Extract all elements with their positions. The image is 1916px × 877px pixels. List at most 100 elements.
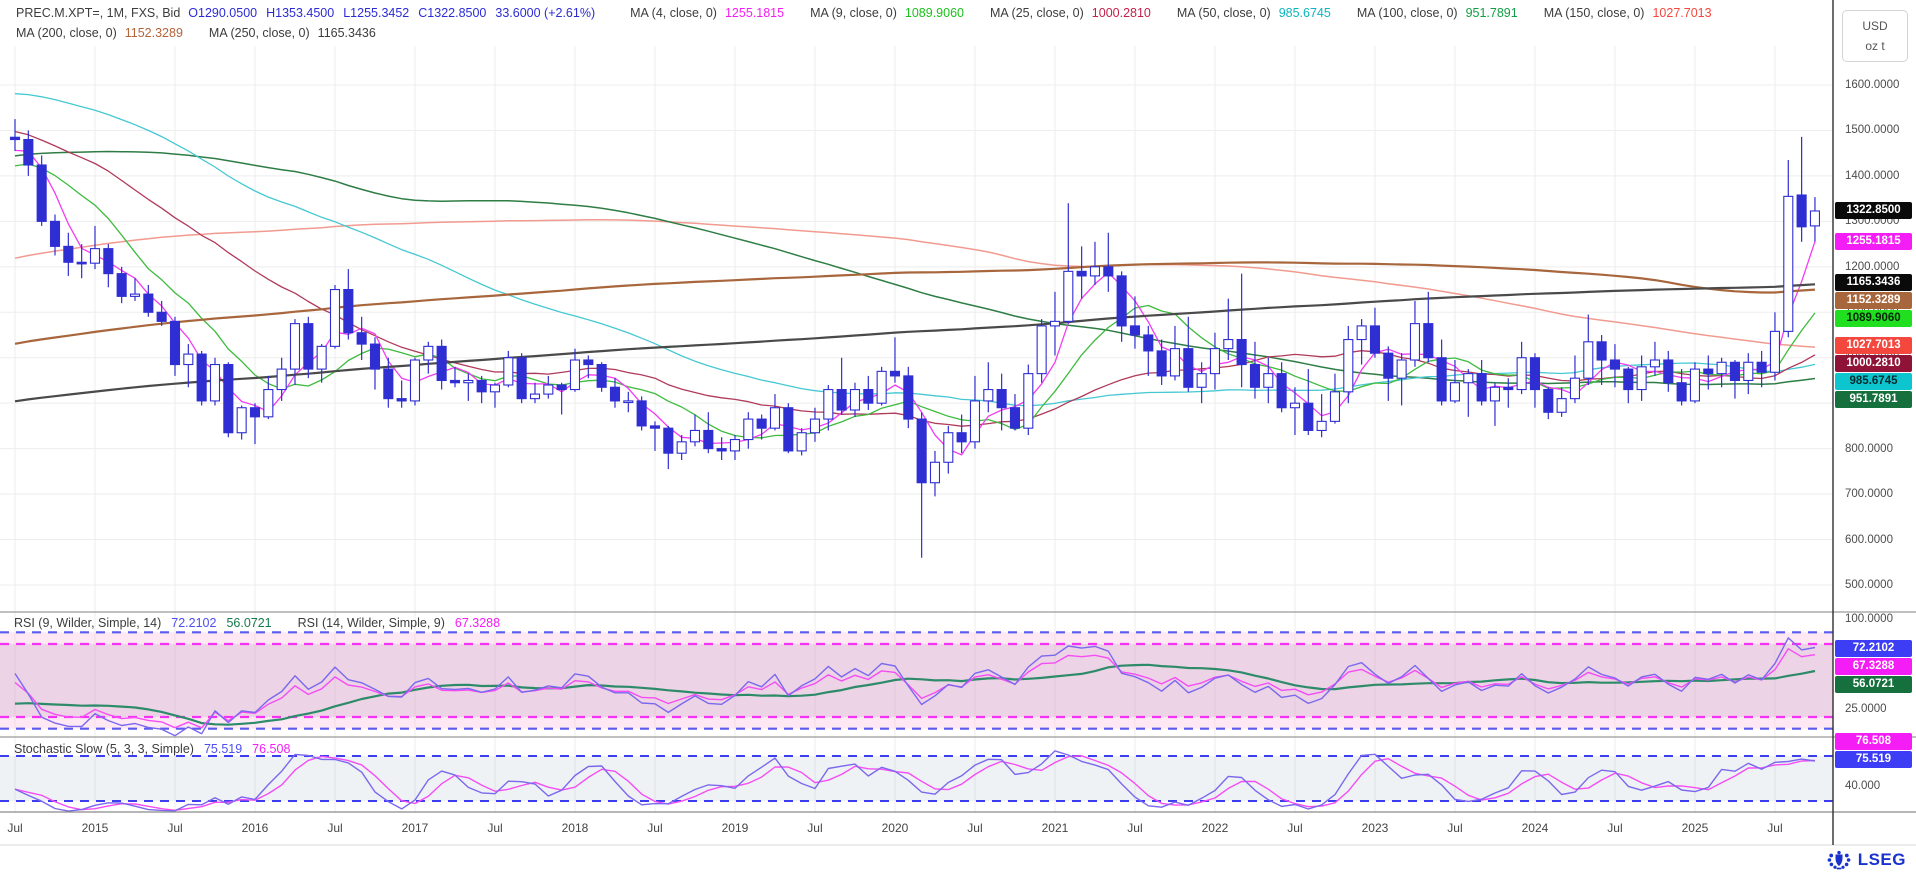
stoch-value-0: 75.519 bbox=[203, 742, 243, 756]
ma-label: MA (9, close, 0) bbox=[810, 6, 897, 20]
time-tick-20-Jul: Jul bbox=[1607, 821, 1623, 835]
lseg-branding: LSEG bbox=[1826, 850, 1906, 870]
ma-label: MA (4, close, 0) bbox=[630, 6, 717, 20]
price-tick-800.0000: 800.0000 bbox=[1845, 442, 1893, 455]
lseg-brand-text: LSEG bbox=[1857, 850, 1906, 869]
main-chart-legend-row1[interactable]: PREC.M.XPT=, 1M, FXS, Bid O1290.0500 H135… bbox=[16, 6, 1712, 20]
time-tick-11-2020: 2020 bbox=[881, 821, 909, 835]
value-badge-985.6745: 985.6745 bbox=[1835, 372, 1912, 390]
ma-legend-item-9[interactable]: MA (9, close, 0) 1089.9060 bbox=[810, 6, 964, 20]
time-tick-14-Jul: Jul bbox=[1127, 821, 1143, 835]
stochastic-values: 75.519 76.508 bbox=[194, 742, 290, 756]
stochastic-label: Stochastic Slow (5, 3, 3, Simple) bbox=[14, 742, 194, 756]
rsi-tick-100.0000: 100.0000 bbox=[1845, 613, 1893, 625]
ma-label: MA (50, close, 0) bbox=[1176, 6, 1271, 20]
rsi-tick-25.0000: 25.0000 bbox=[1845, 703, 1887, 715]
ma-legend-item-200[interactable]: MA (200, close, 0) 1152.3289 bbox=[16, 26, 183, 40]
rsi1-label: RSI (9, Wilder, Simple, 14) bbox=[14, 616, 162, 630]
time-tick-15-2022: 2022 bbox=[1201, 821, 1229, 835]
ohlc-value-3: C1322.8500 bbox=[418, 6, 487, 20]
value-badge-75.519: 75.519 bbox=[1835, 750, 1912, 768]
ma-value: 1255.1815 bbox=[724, 6, 785, 20]
value-badge-1027.7013: 1027.7013 bbox=[1835, 336, 1912, 354]
ma-label: MA (250, close, 0) bbox=[208, 26, 310, 40]
time-tick-13-2021: 2021 bbox=[1041, 821, 1069, 835]
rsi-legend[interactable]: RSI (9, Wilder, Simple, 14) 72.2102 56.07… bbox=[14, 616, 500, 630]
time-tick-6-Jul: Jul bbox=[487, 821, 503, 835]
ma-value: 951.7891 bbox=[1465, 6, 1518, 20]
ma-legend-item-250[interactable]: MA (250, close, 0) 1165.3436 bbox=[209, 26, 376, 40]
time-tick-17-2023: 2023 bbox=[1361, 821, 1389, 835]
rsi1-value-0: 72.2102 bbox=[171, 616, 217, 630]
main-chart-legend-row2[interactable]: MA (200, close, 0) 1152.3289 MA (250, clos… bbox=[16, 26, 376, 40]
time-tick-12-Jul: Jul bbox=[967, 821, 983, 835]
rsi2-label: RSI (14, Wilder, Simple, 9) bbox=[297, 616, 445, 630]
rsi2-values: 67.3288 bbox=[445, 616, 500, 630]
ma-label: MA (100, close, 0) bbox=[1356, 6, 1458, 20]
ohlc-value-0: O1290.0500 bbox=[188, 6, 258, 20]
value-badge-76.508: 76.508 bbox=[1835, 732, 1912, 750]
ma-legend-item-4[interactable]: MA (4, close, 0) 1255.1815 bbox=[630, 6, 784, 20]
ma-value: 985.6745 bbox=[1278, 6, 1331, 20]
ma-label: MA (150, close, 0) bbox=[1543, 6, 1645, 20]
time-tick-22-Jul: Jul bbox=[1767, 821, 1783, 835]
ma-label: MA (200, close, 0) bbox=[16, 26, 117, 40]
time-tick-7-2018: 2018 bbox=[561, 821, 589, 835]
value-badge-67.3288: 67.3288 bbox=[1835, 657, 1912, 675]
ohlc-values: O1290.0500 H1353.4500 L1255.3452 C1322.8500… bbox=[188, 6, 604, 20]
time-tick-2-Jul: Jul bbox=[167, 821, 183, 835]
time-tick-8-Jul: Jul bbox=[647, 821, 663, 835]
time-tick-21-2025: 2025 bbox=[1681, 821, 1709, 835]
price-tick-1400.0000: 1400.0000 bbox=[1845, 169, 1900, 182]
value-badge-56.0721: 56.0721 bbox=[1835, 675, 1912, 693]
value-badge-1089.9060: 1089.9060 bbox=[1835, 310, 1912, 328]
ma-legend-item-25[interactable]: MA (25, close, 0) 1000.2810 bbox=[990, 6, 1151, 20]
price-tick-500.0000: 500.0000 bbox=[1845, 579, 1893, 591]
time-tick-4-Jul: Jul bbox=[327, 821, 343, 835]
price-tick-700.0000: 700.0000 bbox=[1845, 488, 1893, 501]
price-tick-600.0000: 600.0000 bbox=[1845, 533, 1893, 546]
ohlc-value-4: 33.6000 (+2.61%) bbox=[495, 6, 596, 20]
ohlc-value-2: L1255.3452 bbox=[343, 6, 410, 20]
value-badge-1255.1815: 1255.1815 bbox=[1835, 233, 1912, 251]
time-tick-3-2016: 2016 bbox=[241, 821, 269, 835]
ma-value: 1027.7013 bbox=[1652, 6, 1712, 20]
rsi2-value-0: 67.3288 bbox=[454, 616, 501, 630]
time-tick-16-Jul: Jul bbox=[1287, 821, 1303, 835]
ma-value: 1165.3436 bbox=[317, 26, 376, 40]
rsi1-value-1: 56.0721 bbox=[226, 616, 272, 630]
value-badge-1322.8500: 1322.8500 bbox=[1835, 202, 1912, 220]
rsi1-values: 72.2102 56.0721 bbox=[161, 616, 271, 630]
stochastic-legend[interactable]: Stochastic Slow (5, 3, 3, Simple) 75.519… bbox=[14, 742, 290, 756]
time-tick-18-Jul: Jul bbox=[1447, 821, 1463, 835]
ohlc-value-1: H1353.4500 bbox=[266, 6, 335, 20]
ma-legend-items-row2: MA (200, close, 0) 1152.3289 MA (250, clos… bbox=[0, 26, 376, 40]
price-axis-unit-box[interactable]: USD oz t bbox=[1842, 10, 1908, 62]
ma-legend-item-100[interactable]: MA (100, close, 0) 951.7891 bbox=[1357, 6, 1518, 20]
lseg-crest-icon bbox=[1827, 850, 1851, 870]
time-tick-0-Jul: Jul bbox=[7, 821, 23, 835]
symbol-label: PREC.M.XPT=, 1M, FXS, Bid bbox=[16, 6, 181, 20]
value-badge-951.7891: 951.7891 bbox=[1835, 390, 1912, 408]
stoch-value-1: 76.508 bbox=[252, 742, 291, 756]
ma-label: MA (25, close, 0) bbox=[990, 6, 1084, 20]
ma-value: 1000.2810 bbox=[1091, 6, 1151, 20]
value-badge-1165.3436: 1165.3436 bbox=[1835, 274, 1912, 292]
ma-legend-item-150[interactable]: MA (150, close, 0) 1027.7013 bbox=[1544, 6, 1712, 20]
time-tick-19-2024: 2024 bbox=[1521, 821, 1549, 835]
time-tick-9-2019: 2019 bbox=[721, 821, 749, 835]
time-tick-10-Jul: Jul bbox=[807, 821, 823, 835]
price-tick-1200.0000: 1200.0000 bbox=[1845, 260, 1900, 273]
value-badge-1152.3289: 1152.3289 bbox=[1835, 292, 1912, 310]
ma-value: 1089.9060 bbox=[904, 6, 964, 20]
time-tick-1-2015: 2015 bbox=[81, 821, 109, 835]
ma-legend-item-50[interactable]: MA (50, close, 0) 985.6745 bbox=[1177, 6, 1331, 20]
value-badge-1000.2810: 1000.2810 bbox=[1835, 354, 1912, 372]
ma-value: 1152.3289 bbox=[124, 26, 183, 40]
price-tick-1600.0000: 1600.0000 bbox=[1845, 79, 1900, 91]
unit-quantity-label: oz t bbox=[1865, 39, 1885, 53]
time-tick-5-2017: 2017 bbox=[401, 821, 429, 835]
stoch-tick-40.000: 40.000 bbox=[1845, 780, 1881, 792]
